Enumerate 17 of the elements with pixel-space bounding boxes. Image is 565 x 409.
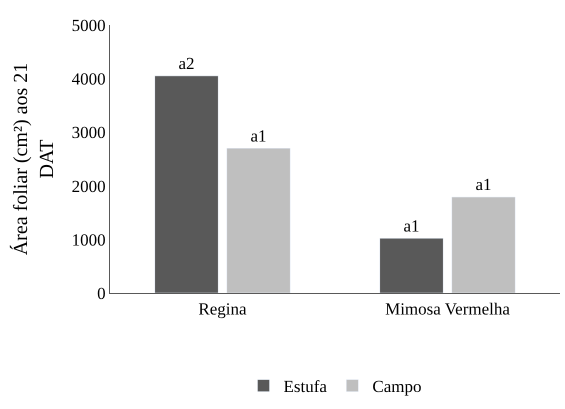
y-axis-title: Área foliar (cm²) aos 21 DAT [9, 62, 58, 256]
bar [226, 148, 290, 293]
y-tick-label: 0 [97, 284, 106, 303]
bar [452, 196, 516, 293]
y-tick-label: 4000 [72, 70, 106, 89]
data-label: a1 [250, 126, 267, 146]
x-tick-label: Mimosa Vermelha [385, 299, 510, 318]
y-tick-label: 5000 [72, 16, 106, 35]
x-tick-label: Regina [198, 299, 248, 318]
data-label: a1 [403, 216, 420, 236]
legend-label: Estufa [284, 377, 328, 396]
data-label: a1 [475, 175, 492, 194]
data-label: a2 [178, 54, 195, 73]
y-tick-label: 1000 [72, 230, 106, 250]
y-tick-label: 3000 [72, 123, 106, 142]
y-tick-label: 2000 [72, 176, 106, 196]
legend-label: Campo [372, 377, 422, 396]
